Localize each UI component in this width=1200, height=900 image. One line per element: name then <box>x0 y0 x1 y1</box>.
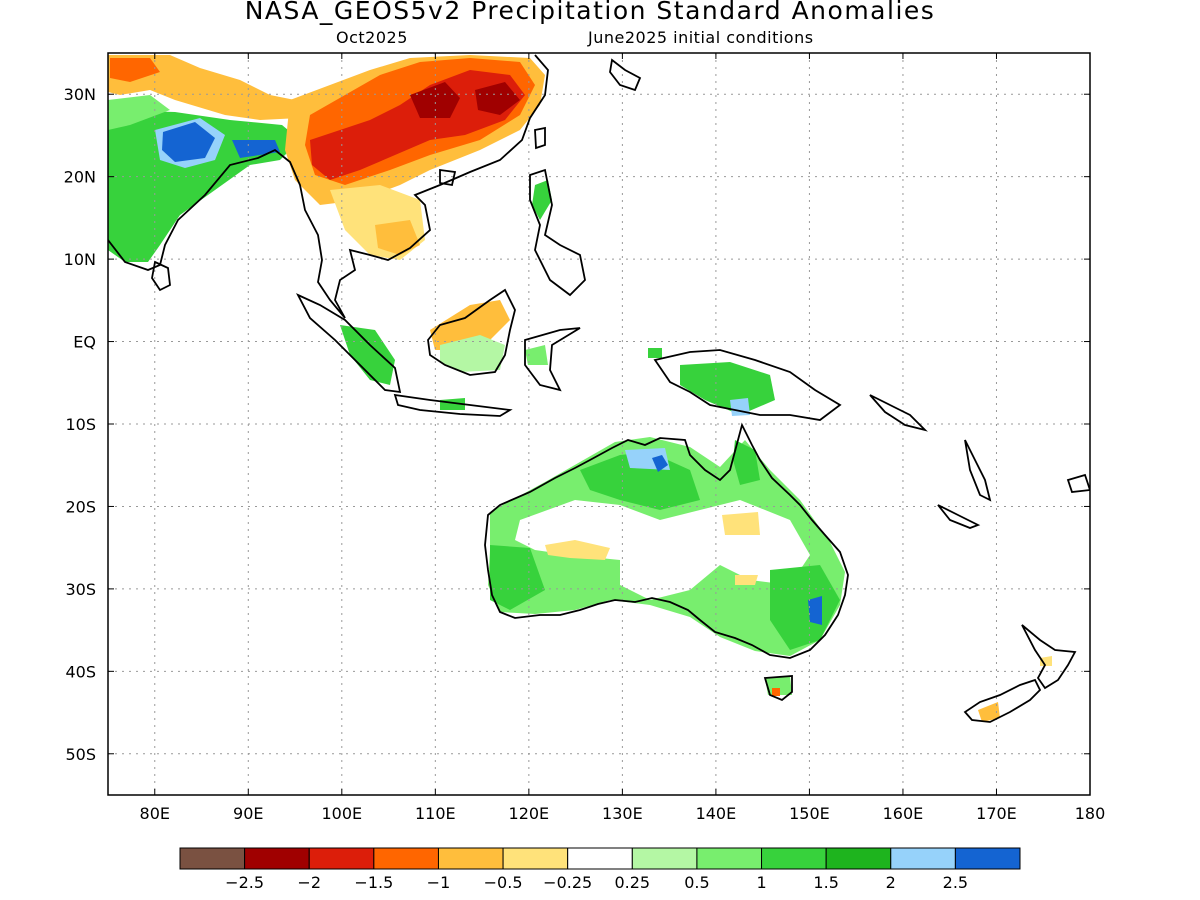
lon-tick-label: 110E <box>415 804 456 823</box>
anomaly-wet-australia-north <box>580 452 700 510</box>
lon-tick-label: 90E <box>233 804 263 823</box>
anomaly-wet-australia-east <box>770 565 840 650</box>
lon-tick-label: 140E <box>696 804 737 823</box>
coastline-new-guinea <box>653 349 842 421</box>
anomaly-dry-tasmania <box>772 688 780 696</box>
coastline-new-caledonia <box>937 504 981 529</box>
lat-tick-label: 10N <box>64 250 96 269</box>
coastline-sri-lanka <box>151 260 171 292</box>
coastline-philippines <box>529 168 586 297</box>
colorbar-label: 0.25 <box>614 873 650 892</box>
lon-tick-label: 160E <box>883 804 924 823</box>
coastline-australia <box>484 422 849 659</box>
coastline-asia <box>108 54 549 319</box>
coastline-borneo <box>427 288 516 376</box>
colorbar-swatch <box>761 847 827 870</box>
anomaly-wet-sumatra <box>340 325 395 385</box>
anomaly-extreme-dry-china <box>310 70 525 180</box>
anomaly-wet-java <box>440 398 465 410</box>
anomaly-severe-dry-china-east <box>475 82 520 115</box>
coastline-tasmania <box>763 675 793 702</box>
coastline-taiwan <box>534 126 546 150</box>
lon-tick-label: 180 <box>1075 804 1106 823</box>
colorbar-label: −1.5 <box>354 873 393 892</box>
colorbar-swatch <box>308 847 375 870</box>
coastline-hainan <box>439 168 457 187</box>
chart-title: NASA_GEOS5v2 Precipitation Standard Anom… <box>244 0 936 25</box>
coastline-sumatra <box>295 293 402 394</box>
anomaly-dry-borneo <box>430 300 510 350</box>
anomaly-moderate-dry-australia-central <box>545 540 610 560</box>
anomaly-fill-layer <box>108 55 1052 722</box>
colorbar-label: −0.5 <box>484 873 523 892</box>
anomaly-extreme-wet-australia-north <box>652 455 668 472</box>
colorbar-label: 2.5 <box>943 873 968 892</box>
colorbar-label: 2 <box>886 873 896 892</box>
colorbar-label: −2.5 <box>225 873 264 892</box>
lat-tick-label: EQ <box>73 333 96 352</box>
anomaly-wet-sulawesi <box>525 345 548 365</box>
anomaly-dry-new-zealand-south <box>978 702 1000 722</box>
lat-tick-label: 30N <box>64 85 96 104</box>
colorbar-label: −0.25 <box>543 873 592 892</box>
coastline-japan <box>609 58 642 92</box>
lon-tick-label: 130E <box>602 804 643 823</box>
colorbar-swatch <box>437 847 504 870</box>
colorbar-swatch <box>825 847 892 870</box>
colorbar-swatch <box>890 847 956 870</box>
colorbar-swatch <box>502 847 569 870</box>
colorbar-label: 1.5 <box>813 873 838 892</box>
anomaly-wet-philippines <box>532 180 552 220</box>
colorbar-swatch <box>373 847 439 870</box>
lon-tick-label: 100E <box>321 804 362 823</box>
anomaly-dry-himalaya-core <box>110 58 160 82</box>
init-conditions-label: June2025 initial conditions <box>588 28 814 47</box>
colorbar-swatch <box>696 847 763 870</box>
colorbar-label: 0.5 <box>684 873 709 892</box>
lat-tick-label: 20S <box>65 497 96 516</box>
lon-tick-label: 150E <box>789 804 830 823</box>
coastline-solomon-islands <box>869 394 928 432</box>
colorbar-swatch <box>631 847 698 870</box>
anomaly-wet-australia-west <box>490 545 545 610</box>
colorbar-label: 1 <box>756 873 766 892</box>
anomaly-moderate-wet-borneo <box>440 335 505 372</box>
colorbar-swatch <box>567 847 633 870</box>
lat-tick-label: 20N <box>64 168 96 187</box>
colorbar-swatch <box>179 847 246 870</box>
lat-tick-label: 40S <box>65 662 96 681</box>
anomaly-severe-dry-china-west <box>410 82 460 118</box>
coastline-new-zealand-south <box>963 678 1042 723</box>
anomaly-wet-pacific-islet <box>648 348 662 358</box>
valid-month-label: Oct2025 <box>336 28 408 47</box>
colorbar: −2.5 −2 −1.5 −1 −0.5 −0.25 0.25 0.5 1 1.5 2 2.5 <box>179 847 1021 892</box>
coastline-vanuatu <box>964 439 992 502</box>
lat-tick-label: 10S <box>65 415 96 434</box>
colorbar-label: −2 <box>297 873 321 892</box>
anomaly-moderate-wet-tasmania <box>765 676 792 695</box>
anomaly-moderate-dry-australia-east <box>722 512 760 535</box>
lat-tick-label: 50S <box>65 745 96 764</box>
anomaly-extreme-wet-india <box>162 122 215 162</box>
colorbar-swatch <box>954 847 1021 870</box>
lon-tick-label: 170E <box>976 804 1017 823</box>
coastline-fiji <box>1066 473 1090 493</box>
coastline-java <box>393 393 513 417</box>
coastline-layer <box>108 54 1090 723</box>
graticule <box>108 53 1090 795</box>
colorbar-label: −1 <box>427 873 451 892</box>
anomaly-wet-new-guinea <box>680 362 775 415</box>
anomaly-moderate-dry-australia-south <box>735 575 758 585</box>
anomaly-extreme-wet-australia-east <box>808 596 822 625</box>
lon-tick-label: 80E <box>140 804 170 823</box>
colorbar-swatch <box>244 847 310 870</box>
coastline-new-zealand-north <box>1021 624 1077 690</box>
lon-tick-label: 120E <box>509 804 550 823</box>
anomaly-dry-indochina <box>375 220 420 255</box>
axis-ticks: 80E 90E 100E 110E 120E 130E 140E 150E 160E 170E 18… <box>64 53 1106 823</box>
anomaly-wet-cape-york <box>733 440 760 485</box>
coastline-sulawesi <box>524 327 581 392</box>
lat-tick-label: 30S <box>65 580 96 599</box>
